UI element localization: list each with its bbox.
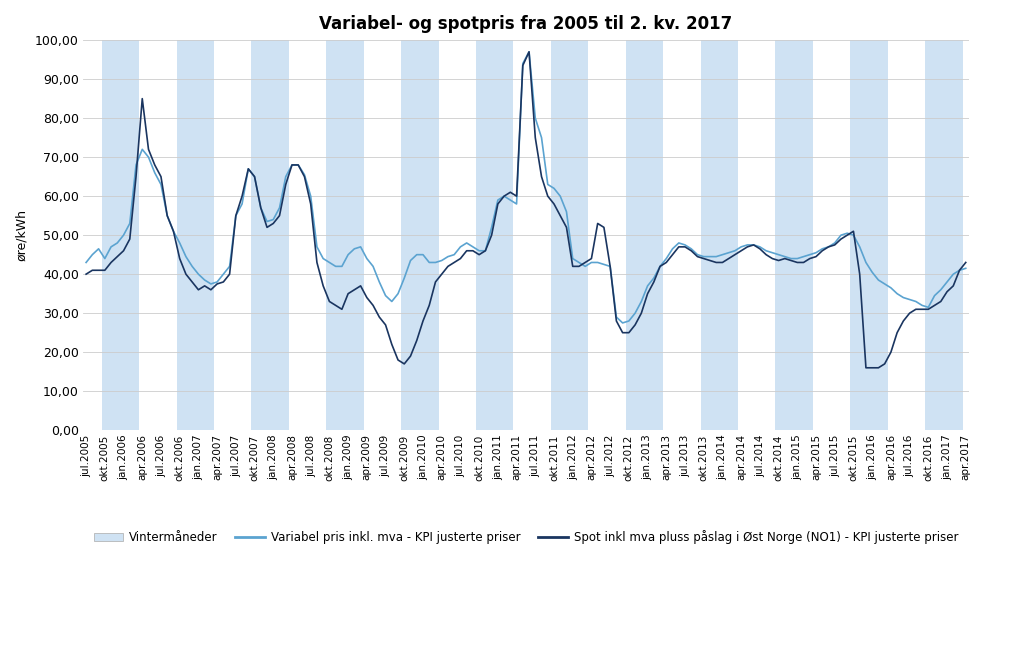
Bar (801, 40, 807, 430)
Bar (575, 40, 582, 430)
Bar (488, 40, 495, 430)
Bar (420, 40, 426, 430)
Bar (476, 40, 482, 430)
Bar (700, 40, 707, 430)
Bar (582, 40, 589, 430)
Bar (632, 40, 638, 430)
Bar (101, 40, 108, 430)
Bar (115, 40, 121, 430)
Bar (426, 40, 432, 430)
Bar (264, 40, 270, 430)
Bar (726, 40, 732, 430)
Bar (795, 40, 801, 430)
Bar (327, 40, 333, 430)
Bar (876, 40, 882, 430)
Bar (276, 40, 283, 430)
Bar (432, 40, 438, 430)
Bar (339, 40, 345, 430)
Bar (787, 40, 795, 430)
Bar (333, 40, 339, 430)
Bar (357, 40, 364, 430)
Bar (270, 40, 276, 430)
Bar (707, 40, 713, 430)
Bar (283, 40, 289, 430)
Bar (563, 40, 569, 430)
Bar (950, 40, 956, 430)
Bar (252, 40, 258, 430)
Bar (807, 40, 813, 430)
Bar (202, 40, 208, 430)
Bar (626, 40, 632, 430)
Bar (775, 40, 781, 430)
Bar (882, 40, 888, 430)
Bar (183, 40, 189, 430)
Bar (401, 40, 408, 430)
Bar (189, 40, 196, 430)
Bar (938, 40, 944, 430)
Bar (176, 40, 183, 430)
Bar (351, 40, 357, 430)
Bar (414, 40, 420, 430)
Bar (208, 40, 214, 430)
Bar (956, 40, 963, 430)
Bar (781, 40, 787, 430)
Bar (657, 40, 664, 430)
Bar (345, 40, 351, 430)
Bar (869, 40, 876, 430)
Bar (644, 40, 650, 430)
Bar (408, 40, 414, 430)
Bar (551, 40, 557, 430)
Bar (482, 40, 488, 430)
Bar (932, 40, 938, 430)
Y-axis label: øre/kWh: øre/kWh (15, 209, 28, 261)
Bar (944, 40, 950, 430)
Bar (121, 40, 127, 430)
Bar (850, 40, 856, 430)
Bar (926, 40, 932, 430)
Bar (569, 40, 575, 430)
Bar (732, 40, 738, 430)
Bar (196, 40, 202, 430)
Bar (856, 40, 863, 430)
Bar (501, 40, 507, 430)
Bar (258, 40, 264, 430)
Title: Variabel- og spotpris fra 2005 til 2. kv. 2017: Variabel- og spotpris fra 2005 til 2. kv… (319, 15, 732, 33)
Bar (108, 40, 115, 430)
Bar (638, 40, 644, 430)
Legend: Vintermåneder, Variabel pris inkl. mva - KPI justerte priser, Spot inkl mva plus: Vintermåneder, Variabel pris inkl. mva -… (89, 526, 963, 549)
Bar (650, 40, 657, 430)
Bar (713, 40, 719, 430)
Bar (133, 40, 139, 430)
Bar (557, 40, 563, 430)
Bar (127, 40, 133, 430)
Bar (507, 40, 513, 430)
Bar (863, 40, 869, 430)
Bar (719, 40, 726, 430)
Bar (495, 40, 501, 430)
